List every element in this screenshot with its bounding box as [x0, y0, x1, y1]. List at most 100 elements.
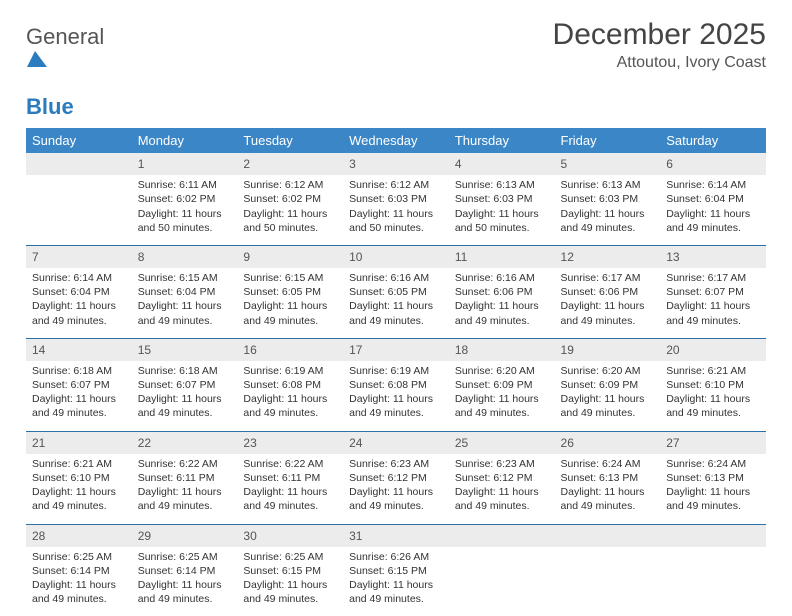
sunset-text: Sunset: 6:09 PM — [561, 378, 655, 392]
day-cell — [26, 175, 132, 245]
day-cell: Sunrise: 6:14 AMSunset: 6:04 PMDaylight:… — [26, 268, 132, 338]
day-cell: Sunrise: 6:16 AMSunset: 6:06 PMDaylight:… — [449, 268, 555, 338]
sunset-text: Sunset: 6:03 PM — [561, 192, 655, 206]
day-cell: Sunrise: 6:26 AMSunset: 6:15 PMDaylight:… — [343, 547, 449, 616]
sunrise-text: Sunrise: 6:18 AM — [32, 364, 126, 378]
day-cell: Sunrise: 6:17 AMSunset: 6:06 PMDaylight:… — [555, 268, 661, 338]
sunrise-text: Sunrise: 6:15 AM — [138, 271, 232, 285]
sunrise-text: Sunrise: 6:16 AM — [455, 271, 549, 285]
day-number: 2 — [237, 153, 343, 175]
day-cell: Sunrise: 6:17 AMSunset: 6:07 PMDaylight:… — [660, 268, 766, 338]
day-cell: Sunrise: 6:15 AMSunset: 6:04 PMDaylight:… — [132, 268, 238, 338]
day-cell: Sunrise: 6:25 AMSunset: 6:14 PMDaylight:… — [26, 547, 132, 616]
day-cell: Sunrise: 6:16 AMSunset: 6:05 PMDaylight:… — [343, 268, 449, 338]
daylight-text: and 49 minutes. — [243, 314, 337, 328]
daylight-text: Daylight: 11 hours — [561, 207, 655, 221]
day-cell: Sunrise: 6:23 AMSunset: 6:12 PMDaylight:… — [449, 454, 555, 524]
sunrise-text: Sunrise: 6:12 AM — [243, 178, 337, 192]
day-number: 25 — [449, 431, 555, 454]
daylight-text: Daylight: 11 hours — [243, 392, 337, 406]
daylight-text: and 49 minutes. — [32, 499, 126, 513]
day-cell: Sunrise: 6:21 AMSunset: 6:10 PMDaylight:… — [660, 361, 766, 431]
daylight-text: Daylight: 11 hours — [561, 299, 655, 313]
day-number: 6 — [660, 153, 766, 175]
sunset-text: Sunset: 6:12 PM — [455, 471, 549, 485]
weekday-header: Saturday — [660, 128, 766, 153]
weekday-header: Tuesday — [237, 128, 343, 153]
sunrise-text: Sunrise: 6:19 AM — [349, 364, 443, 378]
daylight-text: Daylight: 11 hours — [349, 578, 443, 592]
daylight-text: and 49 minutes. — [455, 406, 549, 420]
sunset-text: Sunset: 6:05 PM — [243, 285, 337, 299]
daylight-text: and 50 minutes. — [349, 221, 443, 235]
content-row: Sunrise: 6:11 AMSunset: 6:02 PMDaylight:… — [26, 175, 766, 245]
daylight-text: Daylight: 11 hours — [349, 207, 443, 221]
daylight-text: Daylight: 11 hours — [666, 485, 760, 499]
daylight-text: Daylight: 11 hours — [138, 392, 232, 406]
sunset-text: Sunset: 6:12 PM — [349, 471, 443, 485]
daylight-text: Daylight: 11 hours — [349, 392, 443, 406]
day-cell: Sunrise: 6:12 AMSunset: 6:03 PMDaylight:… — [343, 175, 449, 245]
sunrise-text: Sunrise: 6:12 AM — [349, 178, 443, 192]
daylight-text: Daylight: 11 hours — [138, 485, 232, 499]
day-cell: Sunrise: 6:14 AMSunset: 6:04 PMDaylight:… — [660, 175, 766, 245]
sunset-text: Sunset: 6:05 PM — [349, 285, 443, 299]
content-row: Sunrise: 6:18 AMSunset: 6:07 PMDaylight:… — [26, 361, 766, 431]
sunset-text: Sunset: 6:13 PM — [666, 471, 760, 485]
sunset-text: Sunset: 6:10 PM — [666, 378, 760, 392]
daylight-text: and 49 minutes. — [666, 314, 760, 328]
day-cell: Sunrise: 6:25 AMSunset: 6:14 PMDaylight:… — [132, 547, 238, 616]
weekday-header: Monday — [132, 128, 238, 153]
daylight-text: and 50 minutes. — [455, 221, 549, 235]
daylight-text: and 49 minutes. — [666, 221, 760, 235]
sunrise-text: Sunrise: 6:13 AM — [455, 178, 549, 192]
sunrise-text: Sunrise: 6:20 AM — [561, 364, 655, 378]
day-number: 21 — [26, 431, 132, 454]
day-number: 20 — [660, 338, 766, 361]
day-cell — [660, 547, 766, 616]
day-number: 9 — [237, 245, 343, 268]
sunset-text: Sunset: 6:11 PM — [138, 471, 232, 485]
day-number — [26, 153, 132, 175]
weekday-header: Wednesday — [343, 128, 449, 153]
weekday-header: Thursday — [449, 128, 555, 153]
day-number: 18 — [449, 338, 555, 361]
daylight-text: and 49 minutes. — [666, 406, 760, 420]
day-cell: Sunrise: 6:18 AMSunset: 6:07 PMDaylight:… — [132, 361, 238, 431]
sunset-text: Sunset: 6:13 PM — [561, 471, 655, 485]
sunset-text: Sunset: 6:14 PM — [32, 564, 126, 578]
daylight-text: Daylight: 11 hours — [349, 485, 443, 499]
day-cell: Sunrise: 6:22 AMSunset: 6:11 PMDaylight:… — [132, 454, 238, 524]
day-cell: Sunrise: 6:20 AMSunset: 6:09 PMDaylight:… — [449, 361, 555, 431]
day-cell: Sunrise: 6:25 AMSunset: 6:15 PMDaylight:… — [237, 547, 343, 616]
header: General Blue December 2025 Attoutou, Ivo… — [26, 18, 766, 120]
daynum-row: 21222324252627 — [26, 431, 766, 454]
sunset-text: Sunset: 6:02 PM — [243, 192, 337, 206]
daylight-text: and 49 minutes. — [561, 406, 655, 420]
daylight-text: Daylight: 11 hours — [561, 392, 655, 406]
sunrise-text: Sunrise: 6:25 AM — [243, 550, 337, 564]
weekday-header: Sunday — [26, 128, 132, 153]
day-number: 19 — [555, 338, 661, 361]
daylight-text: and 50 minutes. — [243, 221, 337, 235]
daylight-text: and 49 minutes. — [243, 499, 337, 513]
daylight-text: and 49 minutes. — [32, 406, 126, 420]
content-row: Sunrise: 6:14 AMSunset: 6:04 PMDaylight:… — [26, 268, 766, 338]
day-number: 17 — [343, 338, 449, 361]
sunrise-text: Sunrise: 6:17 AM — [666, 271, 760, 285]
logo-sail-icon — [26, 50, 104, 68]
day-cell — [449, 547, 555, 616]
daylight-text: and 49 minutes. — [243, 592, 337, 606]
sunrise-text: Sunrise: 6:20 AM — [455, 364, 549, 378]
day-cell: Sunrise: 6:21 AMSunset: 6:10 PMDaylight:… — [26, 454, 132, 524]
daylight-text: Daylight: 11 hours — [666, 299, 760, 313]
daylight-text: Daylight: 11 hours — [243, 207, 337, 221]
title-block: December 2025 Attoutou, Ivory Coast — [553, 18, 766, 72]
day-number — [555, 524, 661, 547]
logo: General Blue — [26, 18, 104, 120]
day-cell: Sunrise: 6:22 AMSunset: 6:11 PMDaylight:… — [237, 454, 343, 524]
sunset-text: Sunset: 6:06 PM — [455, 285, 549, 299]
sunrise-text: Sunrise: 6:22 AM — [138, 457, 232, 471]
page-subtitle: Attoutou, Ivory Coast — [553, 54, 766, 72]
daylight-text: and 49 minutes. — [138, 406, 232, 420]
